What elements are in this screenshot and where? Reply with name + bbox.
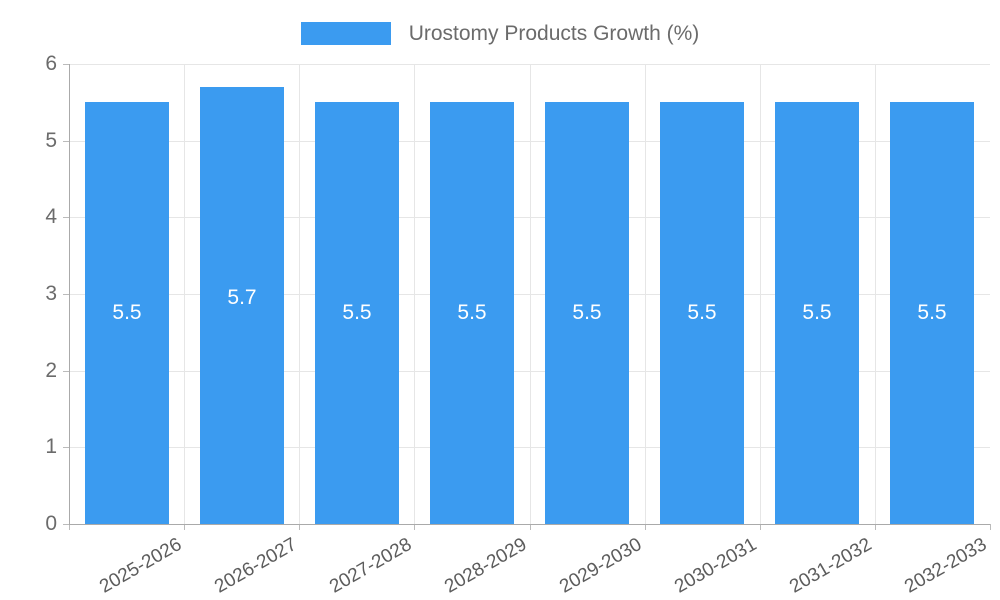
plot-area: 5.5 5.7 5.5 5.5 5.5 5.5 5.5 5.5 xyxy=(63,64,991,530)
y-axis-tick-label: 5 xyxy=(45,128,57,152)
x-axis-tick-mark xyxy=(530,524,531,530)
y-axis-tick-mark xyxy=(63,217,69,219)
bar-value-label: 5.7 xyxy=(227,286,257,309)
y-axis-tick-label: 1 xyxy=(45,435,57,459)
bar[interactable] xyxy=(545,102,629,524)
bar[interactable] xyxy=(200,87,284,524)
gridline-horizontal xyxy=(69,294,990,295)
gridline-horizontal xyxy=(69,140,990,142)
bar-value-label: 5.5 xyxy=(802,301,832,325)
x-axis-line xyxy=(69,524,990,525)
bar[interactable] xyxy=(85,102,169,524)
y-axis-tick-mark xyxy=(63,64,69,65)
bar-value-label: 5.5 xyxy=(112,301,142,325)
gridline-horizontal xyxy=(69,217,990,219)
bar-value-label: 5.5 xyxy=(572,301,602,325)
y-axis-tick-label: 3 xyxy=(45,282,57,305)
gridline-vertical xyxy=(299,64,300,524)
bar-value-label: 5.5 xyxy=(457,301,487,325)
gridline-vertical xyxy=(760,64,761,524)
bar[interactable] xyxy=(890,102,974,524)
x-axis-tick-mark xyxy=(299,524,300,530)
bar[interactable] xyxy=(775,102,859,524)
x-axis-tick-label: 2031-2032 xyxy=(786,534,876,598)
x-axis-tick-label: 2032-2033 xyxy=(901,534,991,598)
x-axis-tick-label: 2027-2028 xyxy=(325,534,416,598)
chart-legend: Urostomy Products Growth (%) xyxy=(0,14,1000,52)
x-axis-tick-mark xyxy=(645,524,646,530)
y-axis-tick-mark xyxy=(63,294,69,295)
bar[interactable] xyxy=(660,102,744,524)
y-axis-line xyxy=(69,64,70,525)
y-axis-tick-label: 4 xyxy=(45,205,57,229)
x-axis-tick-mark xyxy=(875,524,876,530)
y-axis-tick-labels: 0 1 2 3 4 5 6 xyxy=(0,53,57,534)
legend-item-label: Urostomy Products Growth (%) xyxy=(408,21,700,45)
y-axis-tick-mark xyxy=(63,447,69,449)
gridline-horizontal xyxy=(69,370,990,372)
x-axis-tick-label: 2030-2031 xyxy=(671,534,761,598)
gridline-vertical xyxy=(875,64,876,524)
bar-value-label: 5.5 xyxy=(687,301,717,325)
x-axis-tick-label: 2029-2030 xyxy=(556,534,646,598)
x-axis-tick-mark xyxy=(990,524,991,530)
x-axis-tick-labels: 2025-2026 2026-2027 2027-2028 2028-2029 2029… xyxy=(0,534,1000,600)
x-axis-tick-mark xyxy=(760,524,761,530)
gridline-vertical xyxy=(414,64,415,524)
legend-item-urostomy-products-growth[interactable]: Urostomy Products Growth (%) xyxy=(300,21,700,45)
gridline-vertical xyxy=(184,64,185,524)
y-axis-tick-mark xyxy=(63,524,69,525)
bar[interactable] xyxy=(430,102,514,524)
bar[interactable] xyxy=(315,102,399,524)
y-axis-tick-label: 6 xyxy=(45,52,57,75)
y-axis-tick-label: 2 xyxy=(45,358,57,382)
y-axis-tick-label: 0 xyxy=(45,512,57,535)
bar-value-label: 5.5 xyxy=(342,301,372,325)
bar-value-label: 5.5 xyxy=(917,301,947,325)
x-axis-tick-mark xyxy=(69,524,70,530)
gridline-horizontal xyxy=(69,64,990,65)
y-axis-tick-mark xyxy=(63,370,69,372)
gridline-horizontal xyxy=(69,447,990,449)
y-axis-tick-mark xyxy=(63,140,69,142)
x-axis-tick-label: 2025-2026 xyxy=(95,534,185,598)
gridline-vertical xyxy=(530,64,531,524)
x-axis-tick-mark xyxy=(184,524,185,530)
x-axis-tick-label: 2028-2029 xyxy=(441,534,531,598)
legend-color-swatch-icon xyxy=(300,21,391,45)
x-axis-tick-label: 2026-2027 xyxy=(210,534,301,598)
gridline-vertical xyxy=(645,64,646,524)
x-axis-tick-mark xyxy=(414,524,415,530)
